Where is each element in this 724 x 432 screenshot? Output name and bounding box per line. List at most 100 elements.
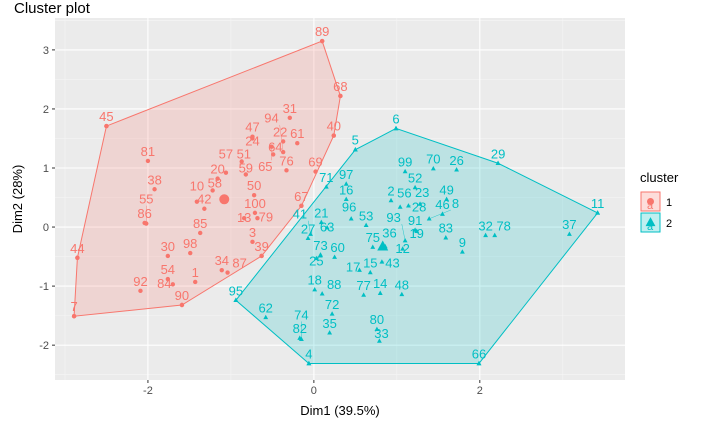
point-label: 37 bbox=[562, 217, 576, 232]
point-label: 68 bbox=[333, 79, 347, 94]
point-label: 14 bbox=[373, 276, 387, 291]
point-marker bbox=[459, 249, 465, 254]
point-marker bbox=[271, 152, 276, 157]
point-marker bbox=[361, 292, 367, 297]
label-leader-lines bbox=[146, 124, 451, 340]
point-marker bbox=[444, 196, 450, 202]
point-label: 10 bbox=[190, 179, 204, 194]
point-marker bbox=[483, 232, 489, 238]
point-label: 54 bbox=[161, 262, 175, 277]
y-tick-label: 1 bbox=[43, 163, 49, 175]
x-tick-label: 2 bbox=[477, 385, 483, 397]
point-label: 59 bbox=[239, 161, 253, 176]
point-marker bbox=[367, 269, 373, 275]
point-label: 56 bbox=[397, 186, 411, 201]
point-label: 65 bbox=[258, 159, 272, 174]
point-label: 62 bbox=[258, 300, 272, 315]
point-label: 51 bbox=[237, 147, 251, 162]
point-marker bbox=[492, 232, 498, 238]
point-label: 27 bbox=[301, 221, 315, 236]
point-marker bbox=[374, 326, 380, 331]
chart-title: Cluster plot bbox=[14, 0, 91, 17]
point-marker bbox=[363, 222, 369, 228]
point-marker bbox=[210, 188, 215, 193]
point-marker bbox=[332, 254, 338, 259]
point-label: 34 bbox=[215, 253, 229, 268]
point-marker bbox=[412, 184, 418, 190]
point-marker bbox=[400, 246, 406, 251]
point-marker bbox=[352, 147, 358, 152]
point-label: 81 bbox=[141, 144, 155, 159]
point-marker bbox=[595, 210, 601, 215]
point-marker bbox=[215, 176, 220, 181]
point-label: 21 bbox=[314, 205, 328, 220]
point-label: 60 bbox=[330, 240, 344, 255]
point-marker bbox=[298, 336, 304, 342]
point-marker bbox=[165, 276, 171, 282]
point-label: 31 bbox=[283, 101, 297, 116]
point-label: 8 bbox=[452, 196, 459, 211]
point-marker bbox=[71, 314, 77, 319]
y-tick-label: -2 bbox=[39, 340, 49, 352]
point-marker bbox=[430, 165, 436, 171]
point-label: 11 bbox=[591, 196, 605, 211]
point-label: 100 bbox=[244, 196, 266, 211]
point-marker bbox=[280, 139, 286, 144]
point-label: 16 bbox=[339, 182, 353, 197]
point-marker bbox=[440, 211, 445, 216]
point-label: 93 bbox=[386, 210, 400, 225]
point-label: 61 bbox=[290, 126, 304, 141]
point-marker bbox=[280, 149, 286, 155]
point-label: 55 bbox=[139, 192, 153, 207]
point-label: 72 bbox=[325, 297, 339, 312]
point-label: 69 bbox=[308, 155, 322, 170]
point-marker bbox=[324, 225, 330, 230]
point-label: 52 bbox=[408, 171, 422, 186]
y-tick-label: 0 bbox=[43, 222, 49, 234]
point-marker bbox=[138, 288, 143, 294]
point-marker bbox=[357, 267, 362, 272]
point-marker bbox=[250, 239, 255, 245]
legend-label: 1 bbox=[666, 197, 672, 209]
point-label: 80 bbox=[370, 312, 384, 327]
point-marker bbox=[223, 170, 229, 175]
point-marker bbox=[252, 210, 258, 216]
point-marker bbox=[388, 197, 394, 203]
point-marker bbox=[263, 314, 269, 320]
label-leader-line bbox=[429, 209, 451, 220]
label-leader-line bbox=[401, 223, 406, 241]
point-marker bbox=[306, 360, 312, 366]
point-label: 90 bbox=[175, 288, 189, 303]
point-label: 47 bbox=[245, 120, 259, 135]
point-marker bbox=[193, 279, 198, 285]
point-label: 77 bbox=[356, 278, 370, 293]
point-label: 70 bbox=[426, 152, 440, 167]
point-label: 46 bbox=[435, 197, 449, 212]
point-label: 88 bbox=[327, 277, 341, 292]
point-label: 79 bbox=[259, 210, 273, 225]
point-marker bbox=[338, 93, 343, 99]
point-marker bbox=[241, 215, 247, 221]
point-label: 48 bbox=[395, 277, 409, 292]
point-marker bbox=[233, 297, 239, 303]
point-label: 71 bbox=[319, 170, 333, 185]
cluster-centroid bbox=[219, 194, 230, 205]
point-marker bbox=[323, 184, 329, 189]
point-marker bbox=[414, 228, 420, 233]
point-marker bbox=[144, 221, 149, 226]
point-label: 58 bbox=[208, 176, 222, 191]
point-label: 50 bbox=[247, 178, 261, 193]
x-tick-label: 0 bbox=[311, 385, 317, 397]
point-marker bbox=[329, 311, 335, 316]
point-label: 35 bbox=[322, 316, 336, 331]
point-marker bbox=[318, 219, 324, 225]
legend: cluster a 1a 2 bbox=[640, 170, 679, 233]
point-marker bbox=[299, 203, 304, 208]
point-label: 89 bbox=[315, 24, 329, 39]
y-tick-label: 3 bbox=[43, 45, 49, 57]
point-label: 63 bbox=[320, 220, 334, 235]
point-label: 99 bbox=[398, 155, 412, 170]
point-label: 12 bbox=[395, 241, 409, 256]
point-label: 15 bbox=[363, 256, 377, 271]
